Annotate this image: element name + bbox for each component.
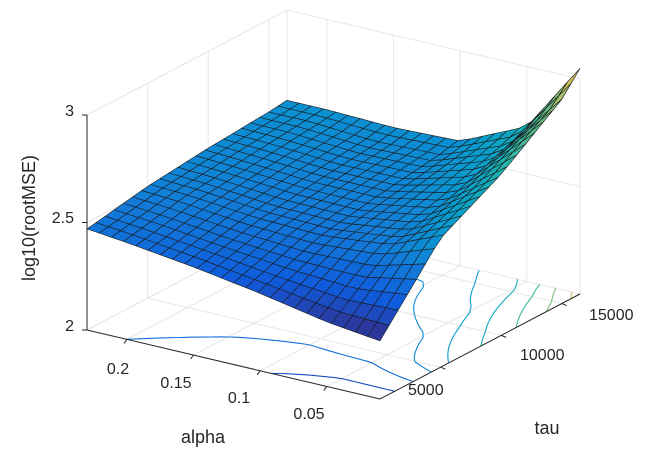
y-tick-label: 5000 [408,382,444,399]
surface-face [367,321,390,342]
x-tick-mark [323,386,328,391]
x-tick-mark [123,339,128,344]
grid-line [86,9,581,116]
x-axis-line [86,329,381,400]
x-axis-label: alpha [181,427,226,447]
axes [82,114,581,400]
contour-line [480,279,518,347]
contour-line [271,372,395,392]
x-tick-label: 0.05 [293,406,324,423]
z-tick-label: 3 [65,103,74,120]
z-tick-label: 2.5 [52,210,74,227]
z-axis-label: log10(rootMSE) [19,155,39,281]
contour-line [447,270,480,364]
y-tick-mark [440,366,446,370]
y-tick-label: 10000 [520,347,565,364]
y-tick-mark [501,334,507,338]
z-tick-label: 2 [65,318,74,335]
x-tick-mark [256,370,261,376]
y-axis-label: tau [534,418,559,438]
surface-face [549,83,572,110]
surface-mesh [86,68,581,342]
contour-line [546,288,557,312]
y-tick-label: 15000 [589,307,634,324]
x-tick-label: 0.2 [107,361,129,378]
x-tick-label: 0.15 [160,375,191,392]
grid-line [326,281,527,387]
contour-line [515,284,541,328]
x-tick-mark [190,354,194,360]
contour-line [126,336,414,383]
y-axis-line [379,293,581,400]
x-tick-label: 0.1 [228,390,250,407]
y-tick-mark [561,303,568,307]
grid-line [147,297,441,368]
surface-face [558,68,581,96]
